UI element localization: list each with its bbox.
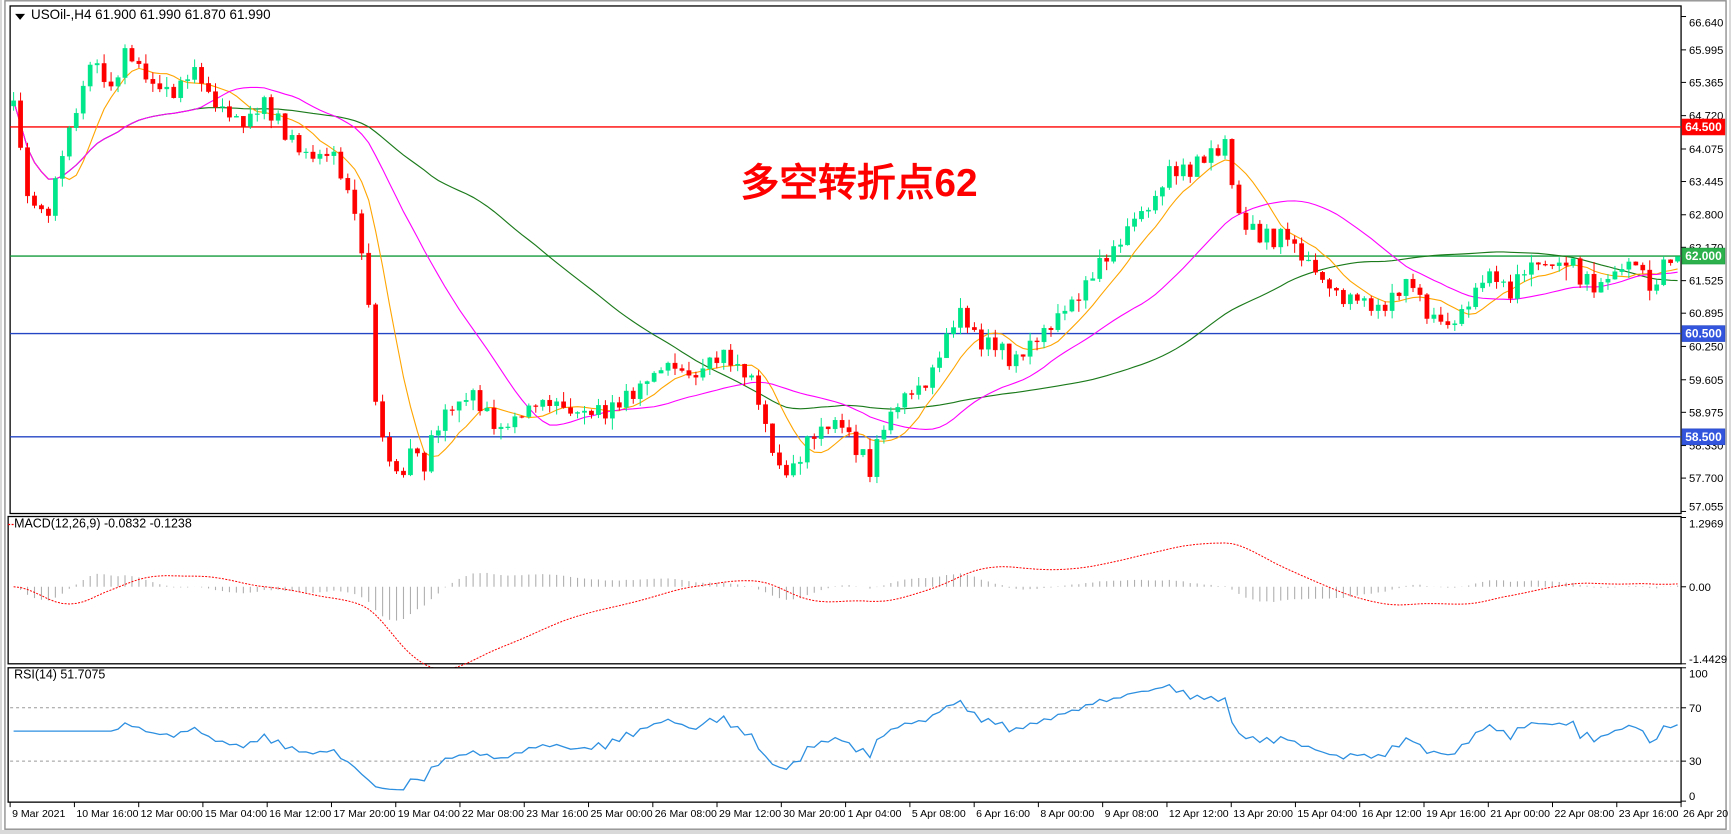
svg-text:26 Apr 20:00: 26 Apr 20:00	[1683, 808, 1729, 820]
svg-text:10 Mar 16:00: 10 Mar 16:00	[76, 808, 138, 820]
svg-text:25 Mar 00:00: 25 Mar 00:00	[591, 808, 653, 820]
svg-text:12 Apr 12:00: 12 Apr 12:00	[1169, 808, 1229, 820]
svg-text:MACD(12,26,9) -0.0832 -0.1238: MACD(12,26,9) -0.0832 -0.1238	[14, 516, 192, 530]
svg-text:19 Apr 16:00: 19 Apr 16:00	[1426, 808, 1486, 820]
svg-text:6 Apr 16:00: 6 Apr 16:00	[976, 808, 1030, 820]
svg-text:13 Apr 20:00: 13 Apr 20:00	[1233, 808, 1293, 820]
svg-text:64.500: 64.500	[1685, 120, 1722, 134]
svg-text:61.525: 61.525	[1689, 276, 1723, 288]
svg-text:15 Mar 04:00: 15 Mar 04:00	[205, 808, 267, 820]
svg-text:8 Apr 00:00: 8 Apr 00:00	[1040, 808, 1094, 820]
svg-text:15 Apr 04:00: 15 Apr 04:00	[1297, 808, 1357, 820]
svg-text:59.605: 59.605	[1689, 375, 1723, 387]
svg-text:23 Mar 16:00: 23 Mar 16:00	[526, 808, 588, 820]
svg-text:多空转折点62: 多空转折点62	[740, 162, 977, 205]
svg-text:30: 30	[1689, 756, 1702, 768]
svg-text:21 Apr 00:00: 21 Apr 00:00	[1490, 808, 1550, 820]
svg-text:58.500: 58.500	[1685, 430, 1722, 444]
svg-text:62.800: 62.800	[1689, 210, 1723, 222]
svg-text:19 Mar 04:00: 19 Mar 04:00	[398, 808, 460, 820]
svg-text:5 Apr 08:00: 5 Apr 08:00	[912, 808, 966, 820]
svg-text:16 Mar 12:00: 16 Mar 12:00	[269, 808, 331, 820]
svg-text:29 Mar 12:00: 29 Mar 12:00	[719, 808, 781, 820]
svg-text:12 Mar 00:00: 12 Mar 00:00	[141, 808, 203, 820]
svg-text:60.895: 60.895	[1689, 308, 1723, 320]
svg-text:-1.4429: -1.4429	[1689, 654, 1727, 666]
svg-text:RSI(14) 51.7075: RSI(14) 51.7075	[14, 668, 105, 682]
svg-text:57.700: 57.700	[1689, 473, 1723, 485]
svg-text:60.500: 60.500	[1685, 327, 1722, 341]
svg-text:100: 100	[1689, 669, 1708, 681]
svg-text:30 Mar 20:00: 30 Mar 20:00	[783, 808, 845, 820]
svg-text:62.000: 62.000	[1685, 249, 1722, 263]
svg-text:60.250: 60.250	[1689, 341, 1723, 353]
svg-text:1 Apr 04:00: 1 Apr 04:00	[848, 808, 902, 820]
svg-text:26 Mar 08:00: 26 Mar 08:00	[655, 808, 717, 820]
svg-text:USOil-,H4 61.900 61.990 61.87: USOil-,H4 61.900 61.990 61.870 61.990	[31, 7, 271, 22]
svg-text:58.975: 58.975	[1689, 407, 1723, 419]
svg-text:70: 70	[1689, 703, 1702, 715]
svg-text:64.075: 64.075	[1689, 144, 1723, 156]
svg-text:1.2969: 1.2969	[1689, 518, 1723, 530]
svg-text:65.995: 65.995	[1689, 45, 1723, 57]
svg-text:57.055: 57.055	[1689, 501, 1723, 513]
svg-text:0.00: 0.00	[1689, 582, 1711, 594]
svg-text:22 Mar 08:00: 22 Mar 08:00	[462, 808, 524, 820]
svg-text:66.640: 66.640	[1689, 17, 1723, 29]
svg-text:9 Apr 08:00: 9 Apr 08:00	[1105, 808, 1159, 820]
svg-text:9 Mar 2021: 9 Mar 2021	[12, 808, 65, 820]
svg-text:23 Apr 16:00: 23 Apr 16:00	[1619, 808, 1679, 820]
svg-text:63.445: 63.445	[1689, 177, 1723, 189]
svg-text:22 Apr 08:00: 22 Apr 08:00	[1554, 808, 1614, 820]
svg-text:16 Apr 12:00: 16 Apr 12:00	[1362, 808, 1422, 820]
svg-text:0: 0	[1689, 791, 1695, 803]
svg-text:17 Mar 20:00: 17 Mar 20:00	[333, 808, 395, 820]
svg-text:65.365: 65.365	[1689, 77, 1723, 89]
